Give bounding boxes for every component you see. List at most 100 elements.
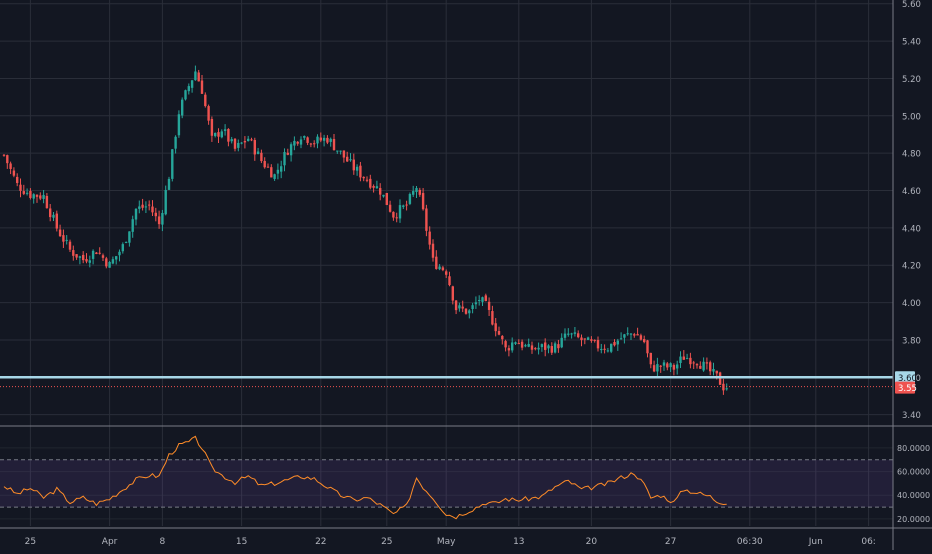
candle[interactable]: [695, 363, 699, 369]
candle[interactable]: [101, 253, 105, 262]
candle[interactable]: [342, 150, 346, 163]
candle[interactable]: [712, 362, 715, 376]
candle[interactable]: [339, 150, 342, 155]
candle[interactable]: [62, 229, 65, 248]
candle[interactable]: [659, 365, 662, 373]
candle[interactable]: [230, 136, 233, 144]
candle[interactable]: [329, 137, 332, 147]
candle[interactable]: [537, 342, 540, 355]
candle[interactable]: [171, 149, 174, 182]
candle[interactable]: [243, 136, 247, 149]
candle[interactable]: [9, 161, 12, 175]
candle[interactable]: [157, 210, 161, 229]
candle[interactable]: [484, 293, 487, 302]
candle[interactable]: [256, 147, 260, 155]
candle[interactable]: [557, 339, 560, 353]
candle[interactable]: [55, 210, 58, 232]
candle[interactable]: [141, 198, 144, 211]
candle[interactable]: [39, 192, 42, 201]
candle[interactable]: [527, 338, 530, 348]
candle[interactable]: [181, 97, 184, 119]
candle[interactable]: [392, 211, 395, 221]
candle[interactable]: [497, 326, 501, 336]
candle[interactable]: [303, 135, 306, 141]
candle[interactable]: [49, 204, 52, 222]
candle[interactable]: [65, 235, 68, 245]
candle[interactable]: [283, 148, 286, 172]
candle[interactable]: [115, 256, 118, 265]
candle[interactable]: [270, 164, 273, 178]
candle[interactable]: [85, 253, 88, 264]
candle[interactable]: [95, 252, 98, 255]
candle[interactable]: [672, 363, 676, 376]
candle[interactable]: [6, 154, 9, 169]
candle[interactable]: [118, 249, 121, 262]
candle[interactable]: [223, 124, 227, 136]
candle[interactable]: [227, 128, 230, 147]
candle[interactable]: [322, 134, 326, 147]
candle[interactable]: [448, 271, 451, 287]
candle[interactable]: [319, 132, 322, 143]
candle[interactable]: [217, 128, 220, 144]
candle[interactable]: [121, 242, 124, 254]
candle[interactable]: [646, 339, 649, 358]
candle[interactable]: [606, 347, 610, 353]
candle[interactable]: [491, 305, 494, 326]
candle[interactable]: [577, 330, 580, 339]
candle[interactable]: [128, 231, 131, 247]
candle[interactable]: [144, 201, 148, 214]
candle[interactable]: [88, 255, 91, 268]
candle[interactable]: [709, 360, 712, 376]
candle[interactable]: [676, 360, 679, 375]
candle[interactable]: [382, 194, 385, 198]
candle[interactable]: [174, 135, 177, 154]
candle[interactable]: [474, 296, 478, 309]
candle[interactable]: [12, 167, 16, 178]
candle[interactable]: [610, 343, 613, 354]
candle[interactable]: [134, 208, 138, 226]
candle[interactable]: [355, 164, 359, 176]
candle[interactable]: [702, 357, 705, 372]
candle[interactable]: [233, 138, 237, 152]
candle[interactable]: [540, 343, 544, 352]
candle[interactable]: [58, 224, 62, 237]
candle[interactable]: [402, 204, 405, 210]
candle[interactable]: [214, 132, 217, 138]
candle[interactable]: [72, 245, 75, 261]
candle[interactable]: [494, 317, 497, 337]
candle[interactable]: [652, 360, 656, 373]
candle[interactable]: [42, 190, 45, 204]
candle[interactable]: [385, 192, 388, 206]
candle[interactable]: [35, 194, 39, 203]
candle[interactable]: [441, 265, 445, 272]
candle[interactable]: [603, 344, 606, 354]
candle[interactable]: [547, 344, 550, 354]
candle[interactable]: [395, 212, 398, 223]
candle[interactable]: [286, 148, 289, 156]
candle[interactable]: [705, 357, 709, 370]
candle[interactable]: [362, 176, 365, 182]
candle[interactable]: [187, 83, 190, 95]
candle[interactable]: [550, 342, 553, 355]
candle[interactable]: [699, 361, 702, 369]
candle[interactable]: [639, 333, 643, 341]
candle[interactable]: [78, 255, 82, 265]
candle[interactable]: [415, 186, 418, 199]
candle[interactable]: [388, 200, 392, 213]
candle[interactable]: [682, 350, 685, 360]
candle[interactable]: [629, 332, 633, 341]
candle[interactable]: [164, 185, 167, 216]
candle[interactable]: [184, 89, 187, 101]
candle[interactable]: [570, 332, 573, 339]
candle[interactable]: [313, 140, 316, 148]
candle[interactable]: [190, 79, 194, 93]
candle[interactable]: [346, 151, 349, 162]
candle[interactable]: [596, 336, 600, 352]
candle[interactable]: [372, 184, 375, 193]
candle[interactable]: [194, 65, 197, 81]
candle[interactable]: [379, 183, 382, 201]
candle[interactable]: [2, 154, 6, 157]
candle[interactable]: [563, 328, 567, 341]
candle[interactable]: [98, 247, 101, 255]
candle[interactable]: [454, 300, 458, 315]
